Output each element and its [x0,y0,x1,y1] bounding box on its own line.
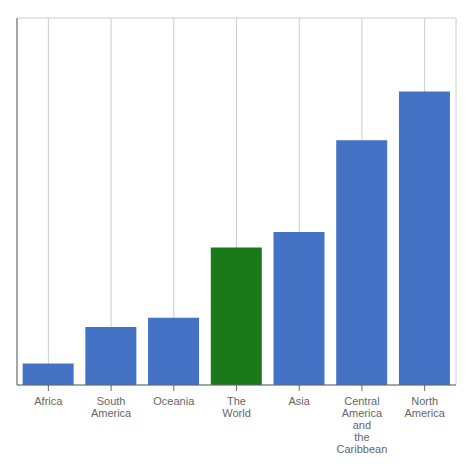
svg-text:Asia: Asia [289,395,311,407]
svg-text:CentralAmericaandtheCaribbean: CentralAmericaandtheCaribbean [337,395,388,455]
svg-text:SouthAmerica: SouthAmerica [91,395,132,419]
svg-text:Oceania: Oceania [153,395,195,407]
svg-text:TheWorld: TheWorld [222,395,251,419]
svg-text:NorthAmerica: NorthAmerica [404,395,445,419]
svg-text:Africa: Africa [34,395,63,407]
